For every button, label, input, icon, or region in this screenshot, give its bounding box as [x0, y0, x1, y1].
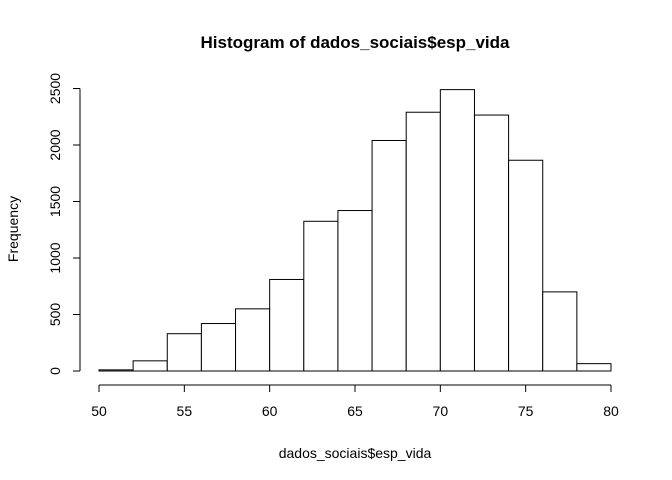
- x-tick-label: 65: [347, 403, 363, 419]
- x-tick-label: 55: [177, 403, 193, 419]
- histogram-bar: [542, 291, 578, 372]
- histogram-bar: [439, 89, 475, 372]
- chart-title: Histogram of dados_sociais$esp_vida: [201, 33, 510, 52]
- histogram-bars: [98, 89, 612, 372]
- x-tick-label: 60: [262, 403, 278, 419]
- x-tick-label: 80: [603, 403, 619, 419]
- y-tick-label: 1000: [47, 242, 63, 273]
- histogram-bar: [473, 114, 510, 372]
- histogram-bar: [405, 111, 441, 372]
- histogram-bar: [576, 363, 612, 372]
- histogram-bar: [508, 159, 544, 372]
- y-tick-label: 0: [47, 367, 63, 375]
- histogram-bar: [235, 308, 271, 372]
- histogram-bar: [98, 369, 134, 372]
- y-tick-label: 2000: [47, 129, 63, 160]
- x-tick-label: 70: [433, 403, 449, 419]
- y-axis-label: Frequency: [5, 196, 21, 262]
- histogram-bar: [166, 333, 202, 372]
- histogram-bar: [303, 220, 339, 372]
- y-tick-label: 1500: [47, 186, 63, 217]
- y-tick-label: 500: [47, 303, 63, 327]
- histogram-bar: [200, 323, 237, 372]
- x-tick-label: 75: [518, 403, 534, 419]
- y-axis: 0 500 1000 1500 2000 2500: [47, 73, 81, 375]
- y-tick-label: 2500: [47, 73, 63, 104]
- x-tick-label: 50: [91, 403, 107, 419]
- histogram-bar: [269, 278, 305, 372]
- x-axis: 50 55 60 65 70 75 80: [91, 384, 619, 419]
- x-axis-label: dados_sociais$esp_vida: [279, 445, 432, 461]
- histogram-bar: [371, 139, 407, 372]
- histogram-bar: [337, 210, 373, 372]
- histogram-bar: [132, 360, 168, 372]
